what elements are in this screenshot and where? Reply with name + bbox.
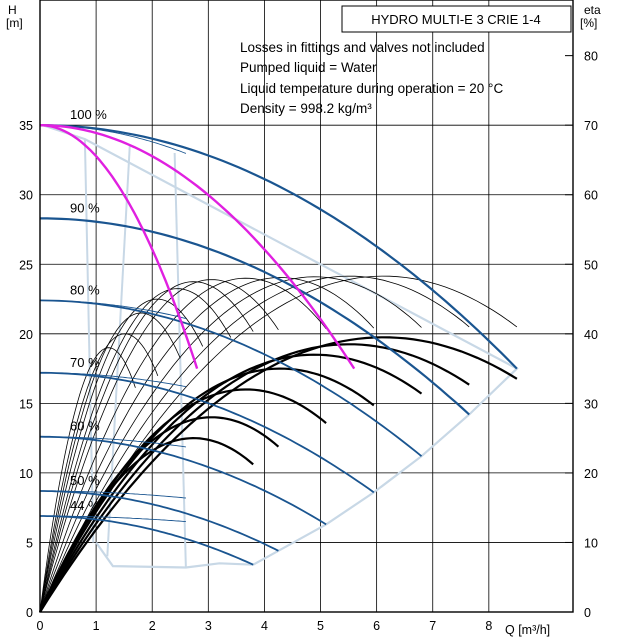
eta-tick-label: 0 xyxy=(584,606,591,620)
eta-tick-label: 50 xyxy=(584,258,598,272)
speed-label: 60 % xyxy=(70,419,100,434)
x-tick-label: 3 xyxy=(205,619,212,633)
efficiency-curve xyxy=(39,336,518,613)
x-tick-label: 4 xyxy=(261,619,268,633)
head-curve xyxy=(40,217,470,416)
eta-tick-label: 30 xyxy=(584,397,598,411)
head-curve xyxy=(39,299,423,457)
efficiency-curve xyxy=(38,436,254,613)
y-tick-label: 30 xyxy=(19,189,33,203)
speed-label: 70 % xyxy=(70,355,100,370)
efficiency-curves-thin xyxy=(39,275,518,613)
eta-tick-label: 60 xyxy=(584,189,598,203)
eta-tick-label: 70 xyxy=(584,119,598,133)
x-tick-label: 8 xyxy=(485,619,492,633)
efficiency-curves-bold xyxy=(38,336,518,613)
efficiency-curve-thin xyxy=(39,312,181,613)
efficiency-curve-thin xyxy=(39,277,375,613)
envelope-guide xyxy=(83,139,95,543)
efficiency-curve xyxy=(39,343,470,613)
head-curve xyxy=(40,371,375,494)
x-tick-label: 0 xyxy=(37,619,44,633)
grid xyxy=(40,0,573,612)
efficiency-curve-thin xyxy=(39,279,279,613)
note-line: Pumped liquid = Water xyxy=(240,60,377,75)
eta-tick-label: 20 xyxy=(584,467,598,481)
speed-labels: 100 % 90 % 80 % 70 % 60 % 50 % 44 % xyxy=(70,107,107,513)
envelope-guide xyxy=(173,152,187,568)
head-curve xyxy=(40,490,279,552)
eta-axis-label-unit: [%] xyxy=(580,16,597,30)
head-curve-thin xyxy=(40,299,187,319)
head-curve xyxy=(39,435,327,526)
x-tick-label: 6 xyxy=(373,619,380,633)
efficiency-curve xyxy=(39,367,375,613)
eta-tick-label: 80 xyxy=(584,50,598,64)
note-line: Density = 998.2 kg/m³ xyxy=(240,101,372,116)
efficiency-curve-thin xyxy=(39,347,136,613)
y-tick-label: 15 xyxy=(19,397,33,411)
eta-tick-label: 40 xyxy=(584,328,598,342)
note-line: Liquid temperature during operation = 20… xyxy=(240,81,503,96)
head-curve-thin xyxy=(40,515,186,523)
efficiency-curve-thin xyxy=(39,276,422,613)
note-line: Losses in fittings and valves not includ… xyxy=(240,40,485,55)
limit-curves xyxy=(39,124,356,370)
y-tick-label: 5 xyxy=(26,536,33,550)
limit-curve xyxy=(39,124,199,369)
efficiency-curve-thin xyxy=(39,277,327,613)
speed-label: 100 % xyxy=(70,107,107,122)
y-tick-label: 25 xyxy=(19,258,33,272)
y-axis-label-unit: [m] xyxy=(6,16,23,30)
eta-tick-label: 10 xyxy=(584,536,598,550)
efficiency-curve-thin xyxy=(39,275,518,613)
y-tick-label: 0 xyxy=(26,606,33,620)
efficiency-curve-thin xyxy=(39,288,232,613)
y-tick-label: 10 xyxy=(19,467,33,481)
x-tick-label: 5 xyxy=(317,619,324,633)
chart-title: HYDRO MULTI-E 3 CRIE 1-4 xyxy=(371,12,541,27)
limit-curve xyxy=(39,124,356,370)
x-axis-label: Q [m³/h] xyxy=(505,623,550,637)
y-tick-label: 20 xyxy=(19,328,33,342)
plot-frame xyxy=(39,0,574,613)
speed-label: 90 % xyxy=(70,200,100,215)
head-curve xyxy=(40,515,254,566)
head-curve xyxy=(40,124,518,370)
efficiency-curve-thin xyxy=(39,333,159,613)
x-tick-label: 7 xyxy=(429,619,436,633)
speed-label: 44 % xyxy=(70,498,100,513)
head-curve-thin xyxy=(40,217,187,242)
head-curves xyxy=(39,124,518,566)
notes: Losses in fittings and valves not includ… xyxy=(240,40,503,116)
eta-axis-label-symbol: eta xyxy=(584,3,601,17)
x-tick-label: 2 xyxy=(149,619,156,633)
speed-label: 80 % xyxy=(70,282,100,297)
head-curve-thin xyxy=(40,436,186,448)
speed-label: 50 % xyxy=(70,473,100,488)
x-tick-label: 1 xyxy=(93,619,100,633)
y-axis-label-symbol: H xyxy=(8,3,17,17)
y-tick-label: 35 xyxy=(19,119,33,133)
efficiency-curve-thin xyxy=(39,275,470,613)
title-box xyxy=(341,5,572,33)
head-curve-thin xyxy=(40,372,186,388)
head-curve-thin xyxy=(40,490,186,499)
